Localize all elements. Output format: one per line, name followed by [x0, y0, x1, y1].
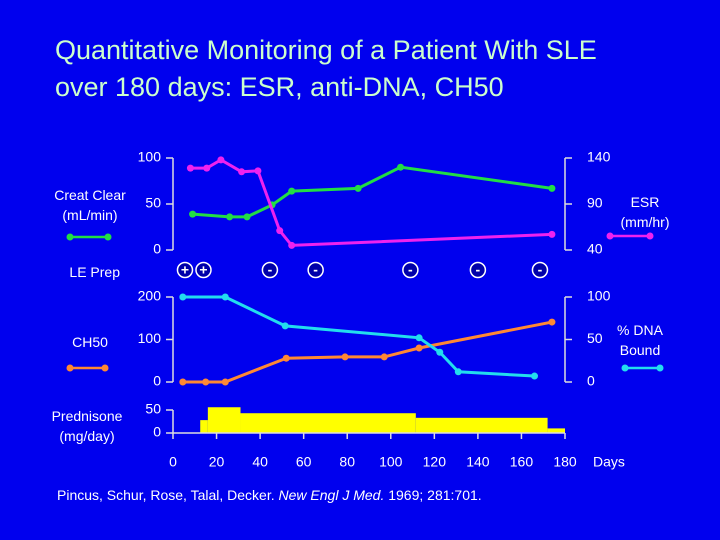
y2-axis-label: % DNA Bound — [617, 322, 663, 358]
bar — [240, 413, 416, 433]
event-marker — [195, 261, 212, 279]
data-point — [454, 368, 462, 376]
legend-dot — [101, 364, 109, 372]
x-tick-label: 160 — [510, 454, 534, 470]
y2-axis-label: ESR (mm/hr) — [620, 194, 670, 230]
event-marker — [176, 261, 194, 279]
data-point — [203, 164, 211, 172]
x-tick-label: 120 — [423, 454, 447, 470]
event-label: - — [538, 262, 543, 278]
legend-dot — [656, 364, 664, 372]
data-point — [202, 378, 210, 386]
y-axis-label: Prednisone (mg/day) — [51, 408, 123, 444]
bar — [207, 407, 241, 433]
data-point — [221, 293, 229, 301]
data-point — [397, 163, 405, 171]
data-point — [276, 227, 284, 235]
event-label: + — [199, 262, 207, 278]
tick-label: 50 — [145, 195, 161, 211]
data-point — [341, 353, 349, 361]
tick-label: 50 — [145, 401, 161, 417]
data-point — [548, 318, 556, 326]
event-marker — [469, 261, 487, 279]
x-axis-label: Days — [593, 454, 625, 470]
tick-label: 100 — [587, 288, 611, 304]
data-point — [189, 210, 197, 218]
x-tick-label: 40 — [252, 454, 268, 470]
tick-label: 40 — [587, 241, 603, 257]
x-tick-label: 60 — [296, 454, 312, 470]
series-line — [192, 165, 553, 219]
x-tick-label: 20 — [209, 454, 225, 470]
y-axis-label: Creat Clear (mL/min) — [54, 187, 126, 223]
data-point — [282, 354, 290, 362]
citation-details: 1969; 281:701. — [388, 487, 482, 503]
bar — [200, 420, 208, 433]
data-point — [380, 353, 388, 361]
data-point — [354, 184, 362, 192]
event-label: - — [476, 262, 481, 278]
event-marker — [402, 261, 419, 279]
event-label: - — [408, 262, 413, 278]
legend-dot — [621, 364, 629, 372]
tick-label: 0 — [587, 373, 595, 389]
data-point — [226, 213, 234, 221]
tick-label: 0 — [153, 241, 161, 257]
data-point — [254, 167, 262, 175]
data-point — [217, 156, 225, 164]
data-point — [415, 334, 423, 342]
data-point — [186, 164, 194, 172]
x-tick-label: 140 — [466, 454, 490, 470]
data-point — [436, 348, 444, 356]
slide-title: Quantitative Monitoring of a Patient Wit… — [55, 35, 597, 102]
tick-label: 100 — [138, 149, 162, 165]
x-tick-label: 180 — [553, 454, 577, 470]
data-point — [548, 230, 556, 238]
event-marker — [307, 261, 324, 279]
data-point — [179, 293, 187, 301]
legend-dot — [104, 233, 112, 241]
event-label: + — [181, 262, 189, 278]
tick-label: 140 — [587, 149, 611, 165]
legend-dot — [66, 364, 74, 372]
citation-journal: New Engl J Med. — [278, 487, 385, 503]
event-marker — [531, 261, 549, 279]
tick-label: 200 — [138, 288, 162, 304]
x-tick-label: 0 — [169, 454, 177, 470]
bar — [415, 417, 548, 433]
bar — [547, 428, 565, 433]
legend-dot — [66, 233, 74, 241]
x-tick-label: 80 — [339, 454, 355, 470]
tick-label: 0 — [153, 424, 161, 440]
tick-label: 90 — [587, 195, 603, 211]
data-point — [288, 187, 296, 195]
event-label: - — [313, 262, 318, 278]
y-axis-label: LE Prep — [69, 264, 120, 280]
x-tick-label: 100 — [379, 454, 403, 470]
y-axis-label: CH50 — [72, 334, 108, 350]
citation: Pincus, Schur, Rose, Talal, Decker. New … — [57, 487, 482, 503]
citation-authors: Pincus, Schur, Rose, Talal, Decker. — [57, 487, 275, 503]
tick-label: 0 — [153, 373, 161, 389]
tick-label: 50 — [587, 330, 603, 346]
data-point — [415, 344, 423, 352]
event-label: - — [268, 262, 273, 278]
event-marker — [261, 261, 279, 279]
data-point — [179, 378, 187, 386]
legend-dot — [646, 232, 654, 240]
data-point — [288, 241, 296, 249]
data-point — [238, 168, 246, 176]
data-point — [281, 322, 289, 330]
data-point — [531, 372, 539, 380]
data-point — [243, 213, 251, 221]
data-point — [221, 378, 229, 386]
legend-dot — [606, 232, 614, 240]
tick-label: 100 — [138, 330, 162, 346]
data-point — [548, 184, 556, 192]
